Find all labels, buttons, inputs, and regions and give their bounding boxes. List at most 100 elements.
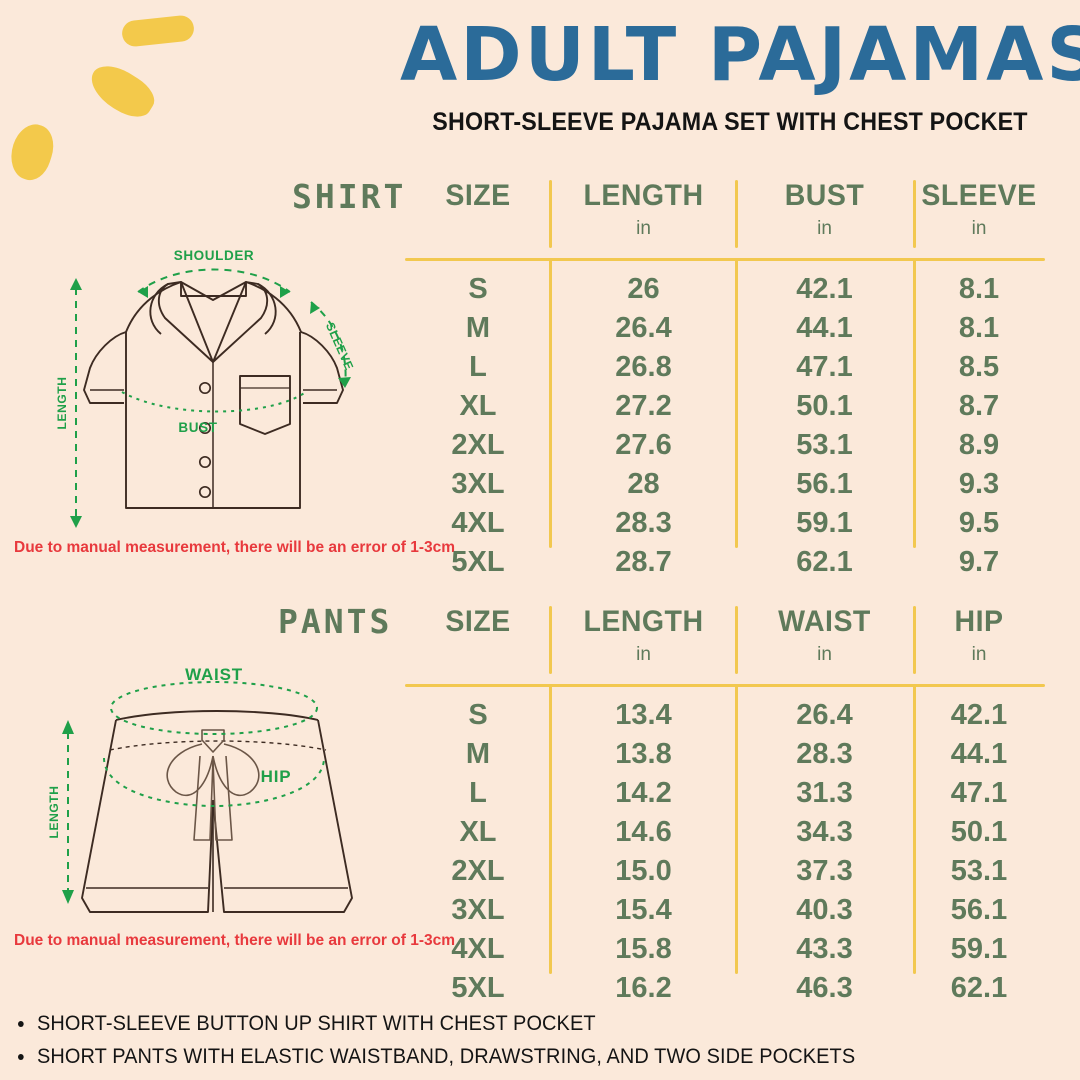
table-row: L 26.8 47.1 8.5 — [405, 348, 1045, 387]
cell-bust: 62.1 — [796, 546, 853, 578]
cell-size: 3XL — [451, 894, 505, 926]
cell-waist: 26.4 — [796, 699, 853, 731]
cell-length: 28.7 — [615, 546, 672, 578]
cell-bust: 56.1 — [796, 468, 853, 500]
svg-text:LENGTH: LENGTH — [47, 786, 61, 839]
cell-length: 15.4 — [615, 894, 672, 926]
cell-length: 26.4 — [615, 312, 672, 344]
cell-length: 14.6 — [615, 816, 672, 848]
unit-length: in — [636, 218, 651, 239]
cell-waist: 37.3 — [796, 855, 853, 887]
cell-bust: 44.1 — [796, 312, 853, 344]
table-row: M 26.4 44.1 8.1 — [405, 309, 1045, 348]
cell-size: S — [468, 699, 488, 731]
unit-length: in — [636, 644, 651, 665]
unit-bust: in — [817, 218, 832, 239]
cell-length: 27.6 — [615, 429, 672, 461]
feature-list: SHORT-SLEEVE BUTTON UP SHIRT WITH CHEST … — [18, 1012, 1058, 1078]
cell-length: 15.8 — [615, 933, 672, 965]
shirt-disclaimer: Due to manual measurement, there will be… — [14, 539, 456, 556]
list-item: SHORT PANTS WITH ELASTIC WAISTBAND, DRAW… — [18, 1045, 1006, 1069]
cell-sleeve: 8.1 — [958, 273, 1000, 305]
cell-hip: 42.1 — [950, 699, 1008, 731]
shirt-section-label: SHIRT — [292, 177, 407, 216]
cell-hip: 50.1 — [950, 816, 1008, 848]
cell-hip: 62.1 — [950, 972, 1008, 1004]
table-header-row: SIZE LENGTH WAIST HIP — [405, 602, 1045, 642]
cell-length: 13.4 — [615, 699, 672, 731]
table-row — [405, 680, 1045, 696]
cell-size: L — [469, 351, 487, 383]
cell-bust: 59.1 — [796, 507, 853, 539]
cell-length: 26 — [627, 273, 660, 305]
table-row — [405, 254, 1045, 270]
pants-size-table: SIZE LENGTH WAIST HIP in in in S 13.4 26 — [405, 602, 1045, 1008]
cell-hip: 56.1 — [950, 894, 1008, 926]
unit-sleeve: in — [971, 218, 987, 239]
cell-length: 26.8 — [615, 351, 672, 383]
shirt-size-table: SIZE LENGTH BUST SLEEVE in in in S 26 42 — [405, 176, 1045, 582]
table-row: 2XL 27.6 53.1 8.9 — [405, 426, 1045, 465]
table-row: S 26 42.1 8.1 — [405, 270, 1045, 309]
table-row: 3XL 15.4 40.3 56.1 — [405, 891, 1045, 930]
table-row: 4XL 15.8 43.3 59.1 — [405, 930, 1045, 969]
decorative-blob-icon — [4, 119, 60, 185]
cell-size: 2XL — [451, 429, 505, 461]
svg-text:HIP: HIP — [261, 767, 292, 786]
svg-text:WAIST: WAIST — [185, 665, 243, 684]
unit-size — [405, 642, 551, 680]
cell-size: 5XL — [451, 972, 505, 1004]
table-header-row: SIZE LENGTH BUST SLEEVE — [405, 176, 1045, 216]
cell-waist: 31.3 — [796, 777, 853, 809]
unit-waist: in — [817, 644, 832, 665]
cell-length: 13.8 — [615, 738, 672, 770]
cell-sleeve: 9.7 — [958, 546, 1000, 578]
cell-size: 2XL — [451, 855, 505, 887]
unit-size — [405, 216, 551, 254]
feature-text: SHORT-SLEEVE BUTTON UP SHIRT WITH CHEST … — [37, 1012, 596, 1035]
cell-hip: 47.1 — [950, 777, 1008, 809]
cell-bust: 42.1 — [796, 273, 853, 305]
cell-sleeve: 8.7 — [958, 390, 1000, 422]
cell-sleeve: 9.5 — [958, 507, 1000, 539]
cell-bust: 47.1 — [796, 351, 853, 383]
shirt-diagram: SHOULDER SLEEVE BUST LENGTH — [55, 248, 357, 528]
svg-text:BUST: BUST — [178, 420, 217, 435]
cell-waist: 46.3 — [796, 972, 853, 1004]
cell-waist: 43.3 — [796, 933, 853, 965]
table-row: 5XL 28.7 62.1 9.7 — [405, 543, 1045, 582]
pants-diagram: WAIST HIP LENGTH — [47, 665, 353, 913]
bullet-dot-icon — [18, 1054, 24, 1060]
table-unit-row: in in in — [405, 216, 1045, 254]
feature-text: SHORT PANTS WITH ELASTIC WAISTBAND, DRAW… — [37, 1045, 856, 1068]
cell-hip: 59.1 — [950, 933, 1008, 965]
cell-hip: 53.1 — [950, 855, 1008, 887]
list-item: SHORT-SLEEVE BUTTON UP SHIRT WITH CHEST … — [18, 1012, 1006, 1036]
column-header-hip: HIP — [954, 605, 1004, 638]
cell-length: 14.2 — [615, 777, 672, 809]
header: ADULT PAJAMAS SHORT-SLEEVE PAJAMA SET WI… — [400, 12, 1080, 137]
cell-sleeve: 8.5 — [958, 351, 1000, 383]
page-title: ADULT PAJAMAS — [400, 12, 1080, 98]
cell-size: M — [465, 738, 491, 770]
table-row: S 13.4 26.4 42.1 — [405, 696, 1045, 735]
svg-text:SLEEVE: SLEEVE — [323, 320, 357, 372]
cell-size: XL — [459, 390, 497, 422]
cell-waist: 34.3 — [796, 816, 853, 848]
table-row: XL 27.2 50.1 8.7 — [405, 387, 1045, 426]
table-row: 5XL 16.2 46.3 62.1 — [405, 969, 1045, 1008]
cell-size: 3XL — [451, 468, 505, 500]
cell-length: 28 — [627, 468, 660, 500]
cell-hip: 44.1 — [950, 738, 1008, 770]
table-row: XL 14.6 34.3 50.1 — [405, 813, 1045, 852]
column-header-length: LENGTH — [583, 179, 704, 212]
cell-size: 4XL — [451, 933, 505, 965]
decorative-blob-icon — [120, 14, 196, 48]
cell-length: 16.2 — [615, 972, 672, 1004]
column-header-length: LENGTH — [583, 605, 704, 638]
table-unit-row: in in in — [405, 642, 1045, 680]
cell-sleeve: 9.3 — [958, 468, 1000, 500]
cell-waist: 40.3 — [796, 894, 853, 926]
cell-size: 4XL — [451, 507, 505, 539]
